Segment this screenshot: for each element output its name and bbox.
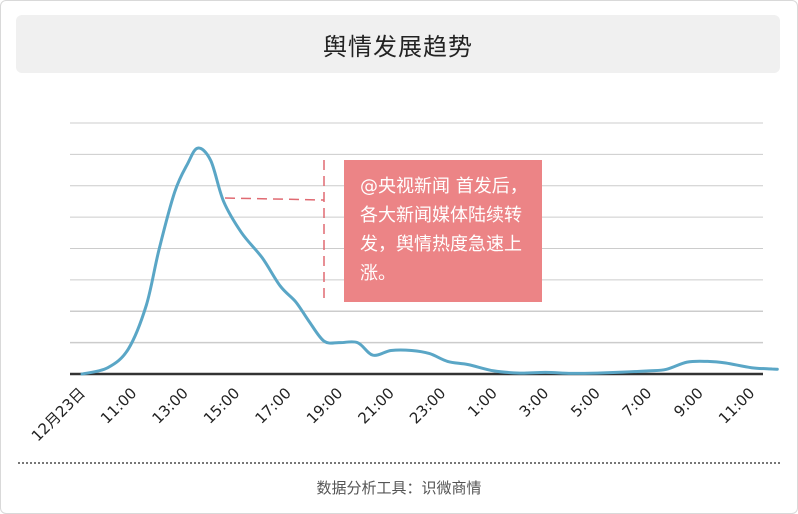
series-line <box>80 146 779 376</box>
x-tick-label: 17:00 <box>252 384 295 427</box>
x-tick-label: 12月23日 <box>28 384 89 445</box>
series-group <box>80 146 779 376</box>
x-tick-label: 1:00 <box>464 384 501 421</box>
annotation-dash-horizontal <box>224 197 325 201</box>
x-tick-label: 11:00 <box>97 384 140 427</box>
footer-divider <box>18 462 780 464</box>
x-tick-labels: 12月23日 11:00 13:00 15:00 17:00 19:00 21:00 23:0… <box>28 384 758 445</box>
chart-title: 舆情发展趋势 <box>323 32 473 61</box>
annotation-callout: @央视新闻 首发后，各大新闻媒体陆续转发，舆情热度急速上涨。 <box>344 160 542 302</box>
footer-source: 数据分析工具：识微商情 <box>316 479 482 497</box>
x-tick-label: 13:00 <box>149 384 192 427</box>
title-bar: 舆情发展趋势 <box>16 15 780 73</box>
annotation-leader <box>224 160 325 302</box>
x-tick-label: 5:00 <box>567 384 604 421</box>
x-tick-label: 9:00 <box>670 384 707 421</box>
x-tick-label: 7:00 <box>619 384 656 421</box>
x-tick-label: 23:00 <box>406 384 449 427</box>
x-tick-label: 3:00 <box>516 384 553 421</box>
x-tick-label: 21:00 <box>355 384 398 427</box>
x-tick-label: 19:00 <box>303 384 346 427</box>
x-tick-label: 11:00 <box>715 384 758 427</box>
x-tick-label: 15:00 <box>200 384 243 427</box>
